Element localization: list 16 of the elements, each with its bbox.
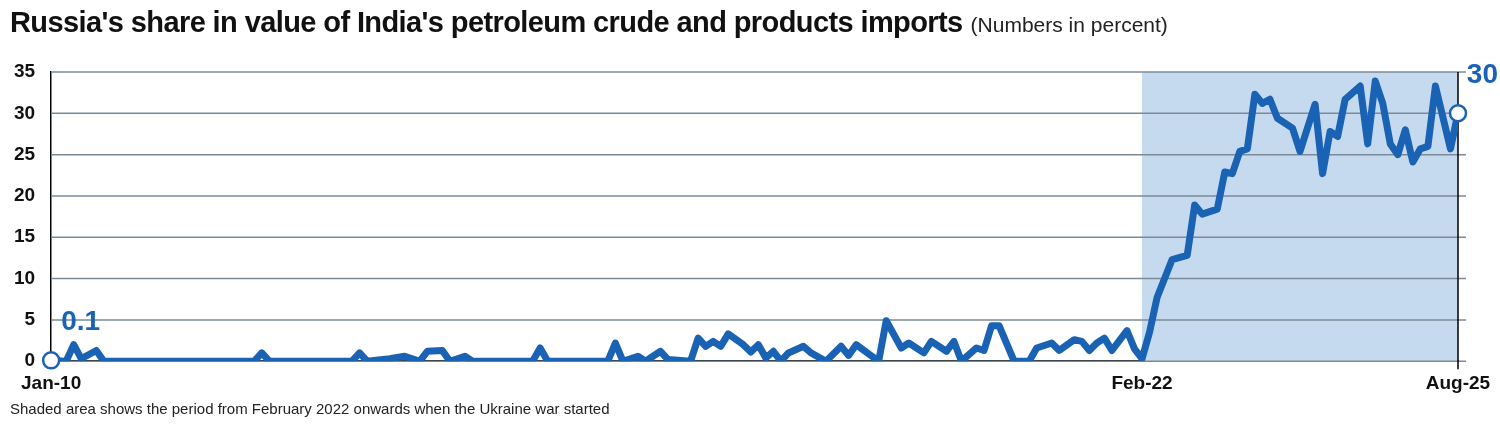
x-tick-label: Feb-22 [1111, 371, 1173, 393]
text: Shaded area shows the period from February 2022 onwards when the Ukraine war started [10, 400, 610, 417]
y-tick-label: 5 [24, 308, 36, 330]
x-tick-label: Jan-10 [21, 371, 82, 393]
chart-subtitle: (Numbers in percent) [970, 13, 1168, 36]
chart-title: Russia's share in value of India's petroleum crude and products imports [10, 6, 963, 38]
y-tick-label: 20 [13, 184, 36, 206]
annotation: 30 [1466, 58, 1499, 90]
y-tick-label: 30 [13, 101, 36, 123]
y-tick-label: 25 [13, 142, 36, 164]
annotation: 0.1 [61, 305, 101, 337]
x-tick-label: Aug-25 [1425, 371, 1491, 393]
y-tick-label: 35 [13, 60, 36, 82]
y-tick-label: 10 [13, 266, 36, 288]
y-tick-label: 0 [24, 349, 36, 371]
y-tick-label: 15 [13, 225, 36, 247]
